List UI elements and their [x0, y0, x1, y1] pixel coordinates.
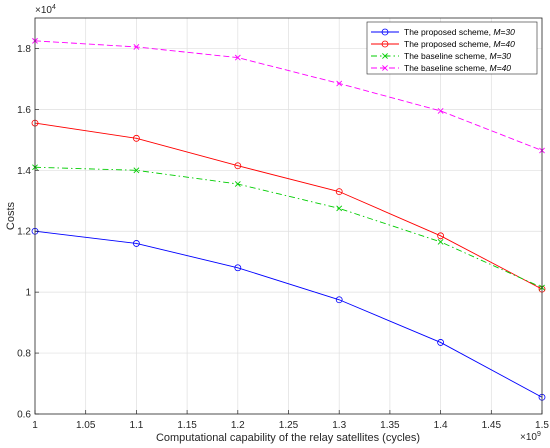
x-tick-label: 1.4	[434, 420, 448, 431]
y-tick-label: 1.8	[17, 44, 31, 55]
data-point	[437, 339, 445, 346]
x-tick-label: 1.45	[482, 420, 502, 431]
legend-marker	[382, 65, 388, 71]
series-line	[34, 122, 543, 290]
ticks: 1 1.05 1.1 1.15 1.2 1.25 1.3 1.35 1.4 1.45 1.5 0.6 0…	[17, 44, 549, 431]
y-tick-label: 1.6	[17, 105, 31, 116]
data-point	[234, 54, 241, 61]
data-point	[132, 134, 140, 142]
data-point	[336, 80, 343, 87]
data-point	[335, 188, 343, 196]
x-tick-label: 1.3	[332, 420, 346, 431]
data-point	[437, 238, 444, 245]
x-tick-label: 1.1	[129, 420, 143, 431]
y-tick-label: 0.8	[17, 349, 31, 360]
data-point	[335, 296, 343, 304]
legend-marker	[381, 28, 389, 36]
legend-item: The proposed scheme, M=40	[371, 39, 515, 49]
legend-label: The baseline scheme, M=40	[404, 63, 511, 73]
x-tick-label: 1.2	[231, 420, 245, 431]
legend-label: The proposed scheme, M=30	[404, 27, 515, 37]
legend-marker	[382, 53, 388, 59]
data-point	[437, 232, 445, 240]
data-point	[132, 240, 140, 247]
x-tick-label: 1.15	[177, 420, 197, 431]
y-tick-label: 1.4	[17, 166, 31, 177]
y-axis-title: Costs	[5, 201, 17, 230]
legend: The proposed scheme, M=30 The proposed sc…	[366, 21, 538, 75]
series-line	[34, 230, 543, 398]
legend-box	[366, 21, 538, 75]
series-line	[34, 40, 543, 151]
legend-label: The baseline scheme, M=30	[404, 51, 511, 61]
series-line	[34, 166, 543, 288]
x-tick-label: 1.35	[380, 420, 400, 431]
x-axis-title: Computational capability of the relay sa…	[156, 432, 420, 444]
data-point	[234, 181, 241, 187]
x-exponent-label: ×109	[520, 431, 541, 443]
data-point	[336, 205, 343, 212]
legend-item: The baseline scheme, M=30	[371, 51, 511, 61]
x-tick-label: 1.05	[76, 420, 96, 431]
y-exponent-label: ×104	[35, 4, 56, 16]
data-point	[234, 162, 242, 170]
series-4	[32, 37, 545, 154]
data-point	[133, 44, 140, 50]
y-tick-label: 1.2	[17, 227, 31, 238]
legend-item: The proposed scheme, M=30	[371, 27, 515, 37]
x-tick-label: 1.5	[535, 420, 549, 431]
x-tick-label: 1.25	[279, 420, 299, 431]
y-tick-label: 0.6	[17, 410, 31, 421]
legend-label: The proposed scheme, M=40	[404, 39, 515, 49]
data-point	[437, 107, 444, 114]
legend-item: The baseline scheme, M=40	[371, 63, 511, 73]
y-tick-label: 1	[25, 288, 31, 299]
data-point	[234, 264, 242, 272]
x-tick-label: 1	[32, 420, 38, 431]
data-point	[133, 167, 140, 174]
legend-marker	[381, 40, 389, 48]
